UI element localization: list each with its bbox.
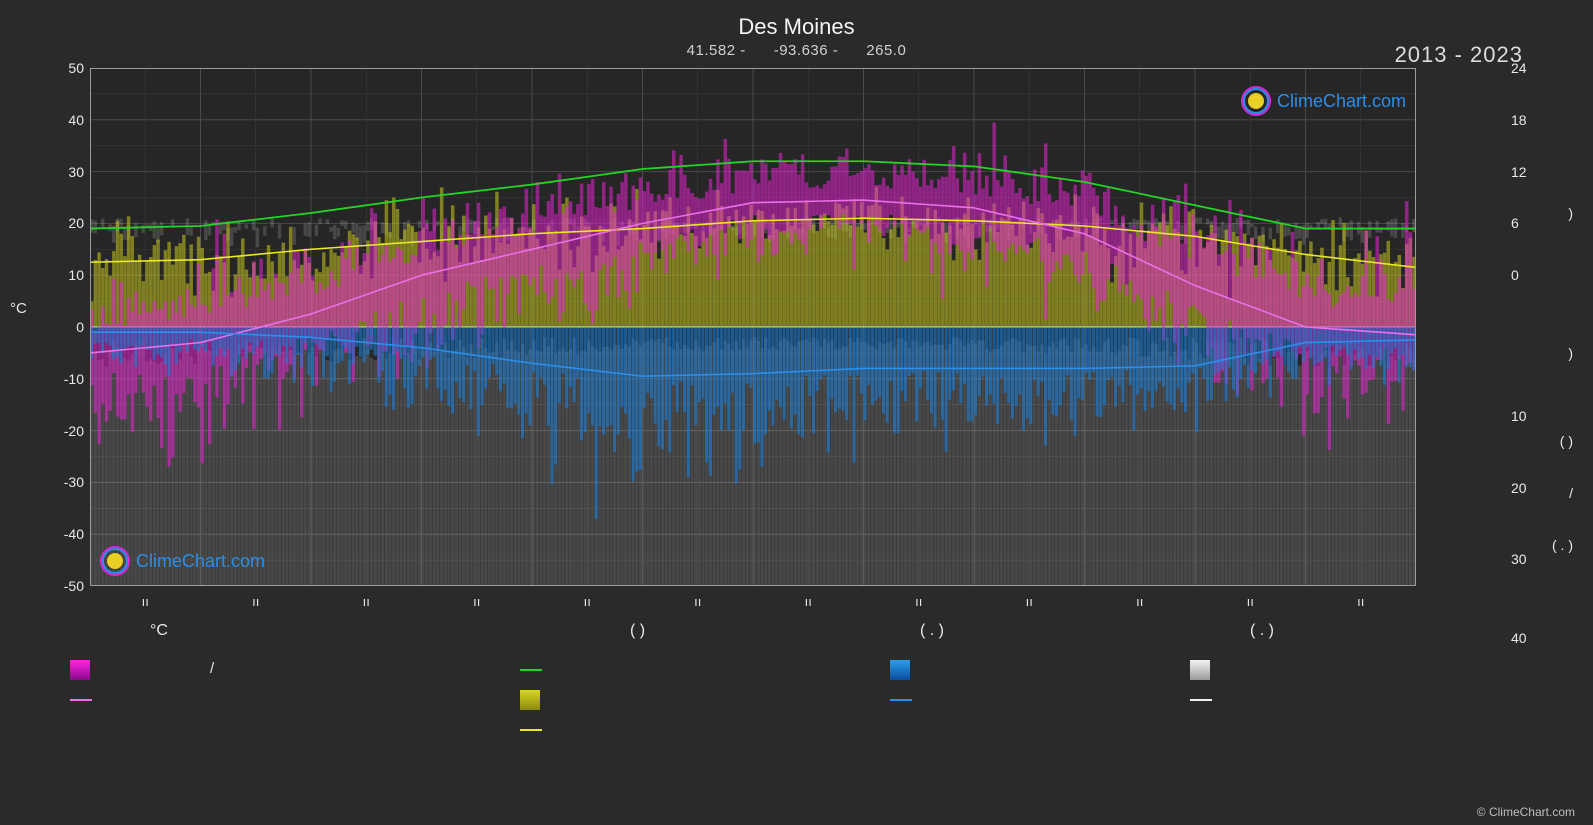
ytick-right: 0 <box>1511 267 1539 283</box>
xtick-month: ıı <box>252 594 259 609</box>
legend-line <box>520 729 542 731</box>
chart-subtitle: 41.582 - -93.636 - 265.0 <box>0 42 1593 59</box>
footer-copyright: © ClimeChart.com <box>1477 805 1575 819</box>
plot-svg <box>90 68 1416 586</box>
legend-line <box>70 699 92 701</box>
xtick-month: ıı <box>1357 594 1364 609</box>
logo-watermark-bottom: ClimeChart.com <box>100 546 265 576</box>
plot-area: ClimeChart.com ClimeChart.com <box>90 68 1416 586</box>
lon-value: -93.636 - <box>774 42 843 59</box>
ytick-left: 0 <box>52 319 84 335</box>
y-axis-left-label: °C <box>10 300 27 317</box>
xtick-month: ıı <box>694 594 701 609</box>
ytick-right: 18 <box>1511 112 1539 128</box>
ytick-left: 20 <box>52 215 84 231</box>
xtick-month: ıı <box>473 594 480 609</box>
ytick-left: -30 <box>52 474 84 490</box>
logo-text: ClimeChart.com <box>1277 91 1406 112</box>
xtick-month: ıı <box>1136 594 1143 609</box>
legend-label: / <box>210 660 214 677</box>
legend-swatch <box>1190 660 1210 680</box>
ytick-right: 20 <box>1511 480 1539 496</box>
ytick-right: 30 <box>1511 551 1539 567</box>
legend-header: ( ) <box>630 622 645 640</box>
climate-chart: Des Moines 41.582 - -93.636 - 265.0 2013… <box>0 0 1593 825</box>
legend-header: ( . ) <box>920 622 944 640</box>
legend-swatch <box>70 660 90 680</box>
right-axis-unit: ( . ) <box>1552 537 1573 553</box>
right-axis-unit: / <box>1569 485 1573 501</box>
year-range: 2013 - 2023 <box>1395 42 1523 68</box>
elev-value: 265.0 <box>866 42 906 59</box>
right-axis-unit: ) <box>1568 345 1573 361</box>
xtick-month: ıı <box>363 594 370 609</box>
legend-header: °C <box>150 622 168 640</box>
right-axis-unit: ) <box>1568 205 1573 221</box>
ytick-right: 6 <box>1511 215 1539 231</box>
ytick-left: -50 <box>52 578 84 594</box>
ytick-left: 30 <box>52 164 84 180</box>
ytick-left: 50 <box>52 60 84 76</box>
legend-swatch <box>890 660 910 680</box>
xtick-month: ıı <box>1026 594 1033 609</box>
logo-icon <box>1241 86 1271 116</box>
right-axis-unit: ( ) <box>1560 433 1573 449</box>
ytick-left: -10 <box>52 371 84 387</box>
legend-line <box>520 669 542 671</box>
xtick-month: ıı <box>142 594 149 609</box>
legend-header: ( . ) <box>1250 622 1274 640</box>
ytick-right: 10 <box>1511 408 1539 424</box>
xtick-month: ıı <box>915 594 922 609</box>
ytick-right: 24 <box>1511 60 1539 76</box>
xtick-month: ıı <box>1247 594 1254 609</box>
legend-line <box>1190 699 1212 701</box>
xtick-month: ıı <box>805 594 812 609</box>
lat-value: 41.582 - <box>687 42 751 59</box>
ytick-left: -40 <box>52 526 84 542</box>
xtick-month: ıı <box>584 594 591 609</box>
legend-swatch <box>520 690 540 710</box>
ytick-left: -20 <box>52 423 84 439</box>
ytick-right: 40 <box>1511 630 1539 646</box>
ytick-left: 10 <box>52 267 84 283</box>
ytick-left: 40 <box>52 112 84 128</box>
legend-line <box>890 699 912 701</box>
chart-title: Des Moines <box>0 14 1593 40</box>
logo-text: ClimeChart.com <box>136 551 265 572</box>
ytick-right: 12 <box>1511 164 1539 180</box>
logo-watermark-top: ClimeChart.com <box>1241 86 1406 116</box>
logo-icon <box>100 546 130 576</box>
